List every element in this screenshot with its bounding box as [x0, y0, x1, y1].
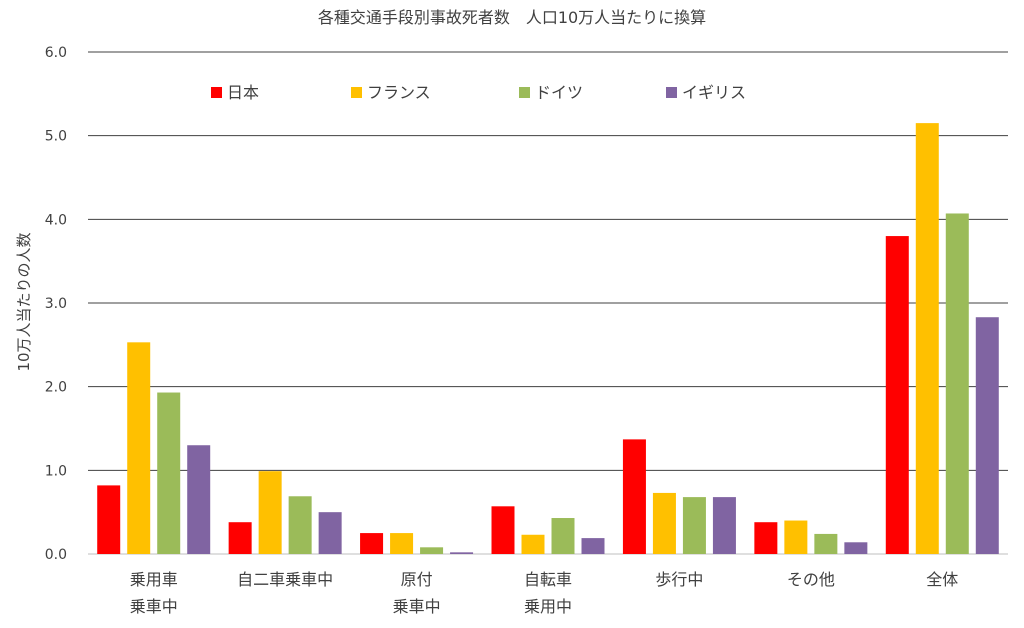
- y-tick-label: 1.0: [45, 463, 67, 479]
- bar: [975, 317, 999, 554]
- y-axis-ticks: 0.0 1.0 2.0 3.0 4.0 5.0 6.0: [45, 45, 67, 563]
- legend-swatch: [666, 87, 677, 98]
- y-tick-label: 4.0: [45, 212, 67, 228]
- y-axis-label: 10万人当たりの人数: [15, 232, 33, 371]
- bar: [127, 342, 151, 554]
- bar: [187, 445, 211, 554]
- y-tick-label: 0.0: [45, 547, 67, 563]
- category-label: 原付: [401, 570, 433, 589]
- bar: [844, 542, 868, 554]
- bar: [288, 496, 312, 554]
- category-label: 全体: [926, 570, 958, 589]
- category-label: 乗用車: [130, 570, 178, 589]
- bar: [652, 492, 676, 554]
- category-label: 乗用中: [524, 597, 572, 616]
- bar: [360, 533, 384, 554]
- bar: [945, 213, 969, 554]
- bar: [712, 497, 736, 554]
- bar: [450, 552, 474, 554]
- y-tick-label: 2.0: [45, 380, 67, 396]
- bar: [491, 506, 515, 554]
- bar: [390, 533, 414, 554]
- bar: [521, 534, 545, 554]
- bar: [784, 520, 808, 554]
- bar: [814, 533, 838, 554]
- y-tick-label: 3.0: [45, 296, 67, 312]
- legend: 日本 フランス ドイツ イギリス: [211, 83, 746, 102]
- bar: [420, 547, 444, 554]
- category-label: 自転車: [524, 570, 572, 589]
- legend-swatch: [351, 87, 362, 98]
- bars: [97, 123, 999, 555]
- legend-label: フランス: [367, 83, 431, 102]
- bar: [885, 236, 909, 555]
- category-label: 乗車中: [393, 597, 441, 616]
- bar: [318, 512, 342, 554]
- legend-swatch: [519, 87, 530, 98]
- bar: [157, 392, 181, 554]
- bar: [682, 497, 706, 554]
- legend-swatch: [211, 87, 222, 98]
- bar: [622, 439, 646, 554]
- y-tick-label: 6.0: [45, 45, 67, 61]
- chart-title: 各種交通手段別事故死者数 人口10万人当たりに換算: [318, 8, 706, 27]
- y-tick-label: 5.0: [45, 129, 67, 145]
- bar: [915, 123, 939, 554]
- bar: [754, 522, 778, 554]
- category-label: 歩行中: [655, 570, 703, 589]
- category-label: 乗車中: [130, 597, 178, 616]
- category-label: その他: [787, 570, 835, 589]
- legend-label: イギリス: [682, 83, 746, 102]
- bar: [97, 485, 121, 554]
- bar: [551, 518, 575, 554]
- bar: [581, 538, 605, 554]
- category-label: 自二車乗車中: [237, 570, 333, 589]
- bar: [228, 522, 252, 554]
- gridlines: [88, 51, 1008, 555]
- bar: [258, 471, 282, 554]
- legend-label: ドイツ: [535, 83, 583, 102]
- legend-label: 日本: [227, 83, 259, 102]
